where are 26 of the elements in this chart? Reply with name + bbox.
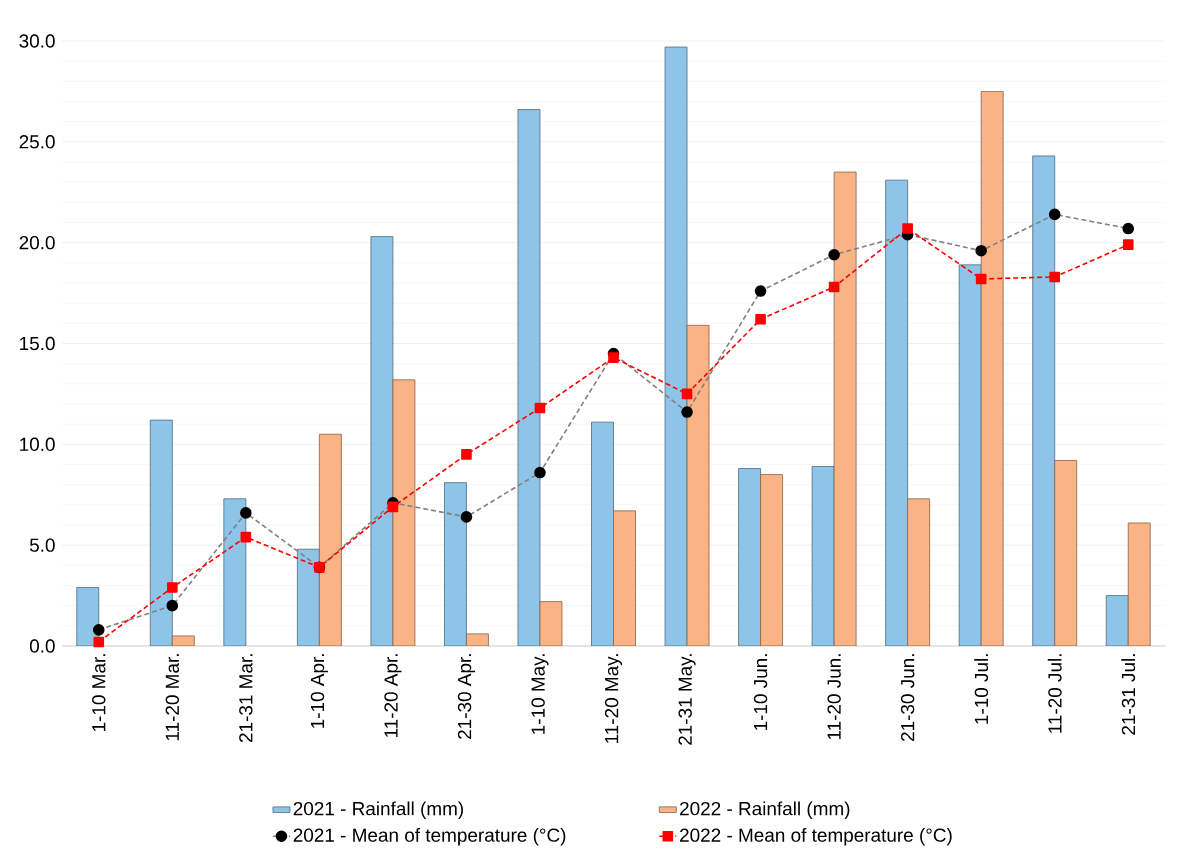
y-tick-label: 0.0 [29,639,55,653]
x-tick-label: 1-10 Jul. [974,654,989,724]
y-tick-label: 15.0 [20,336,55,351]
x-tick-label: 21-31 May. [678,654,696,745]
y-tick-label: 25.0 [19,135,55,149]
y-tick-label: 30.0 [19,34,55,48]
legend-label: 2022 - Rainfall (mm) [680,801,850,820]
x-tick-label: 21-30 Jun. [900,654,915,741]
x-tick-label: 21-31 Mar. [239,654,253,743]
y-tick-label: 5.0 [29,538,55,552]
x-tick-label: 11-20 Jul. [1047,654,1062,733]
x-tick-label: 21-31 Jul. [1121,654,1136,735]
x-tick-label: 1-10 May. [531,654,549,734]
x-tick-label: 1-10 Jun. [753,654,768,730]
legend-label: 2021 - Mean of temperature (°C) [293,827,566,846]
x-tick-label: 1-10 Mar. [92,654,106,732]
x-tick-label: 11-20 May. [604,654,623,743]
x-tick-label: 11-20 Mar. [165,654,180,741]
legend-label: 2022 - Mean of temperature (°C) [680,827,952,846]
legend-label: 2021 - Rainfall (mm) [293,801,463,820]
x-tick-label: 11-20 Jun. [827,654,841,740]
y-tick-label: 10.0 [20,437,55,452]
x-tick-label: 21-30 Apr. [457,654,476,739]
x-tick-label: 1-10 Apr. [310,654,328,728]
x-tick-label: 11-20 Apr. [384,654,402,737]
y-tick-label: 20.0 [19,235,55,250]
